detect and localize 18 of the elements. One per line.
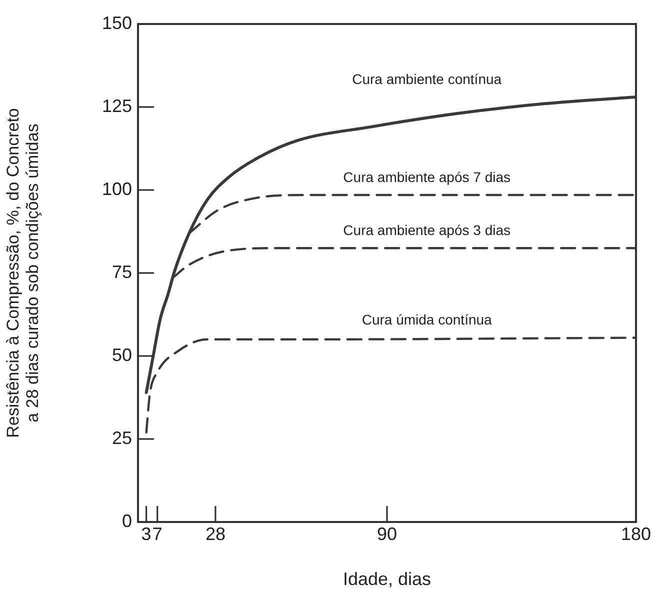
y-tick-label: 125	[102, 96, 132, 116]
y-axis-title: Resistência à Compressão, %, do Concreto a 28 dias curado sob condições úmidas	[3, 108, 42, 438]
series-label: Cura ambiente contínua	[352, 70, 502, 87]
x-tick-label: 90	[376, 524, 398, 544]
series-label: Cura ambiente após 3 dias	[343, 222, 511, 238]
x-tick-label: 3	[141, 524, 152, 544]
series-label: Cura úmida contínua	[362, 312, 492, 328]
x-tick-label: 180	[620, 524, 652, 544]
y-tick-label: 75	[112, 262, 132, 282]
y-tick-label: 150	[102, 12, 132, 33]
x-tick-label: 7	[152, 524, 162, 544]
y-tick-label: 50	[112, 344, 132, 365]
x-axis-title: Idade, dias	[342, 569, 432, 590]
y-tick-label: 100	[102, 178, 132, 199]
x-tick-label: 28	[205, 524, 226, 544]
y-tick-label: 0	[122, 510, 132, 531]
series-label: Cura ambiente após 7 dias	[343, 168, 511, 185]
y-tick-label: 25	[112, 428, 132, 448]
